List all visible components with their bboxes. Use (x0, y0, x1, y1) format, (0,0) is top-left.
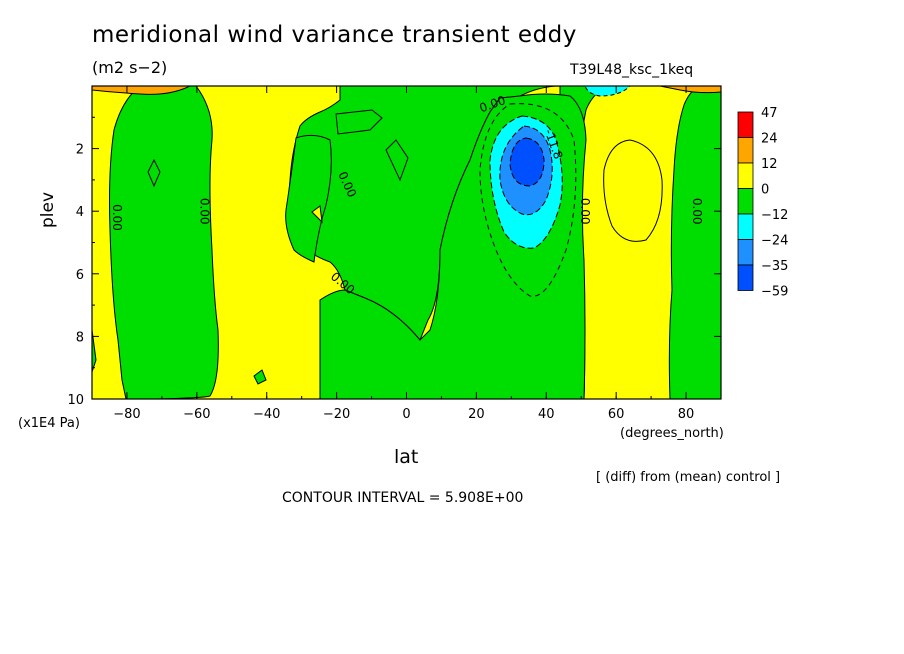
legend-label: −59 (761, 285, 788, 300)
plot-area (92, 86, 721, 399)
legend-label: −24 (761, 234, 788, 249)
contour-interval: CONTOUR INTERVAL = 5.908E+00 (282, 490, 524, 506)
legend-swatch (737, 264, 754, 291)
y-tick-label: 8 (76, 330, 84, 345)
legend-swatch (737, 239, 754, 266)
contour-positive-ring (603, 139, 663, 242)
legend-label: 24 (761, 132, 778, 147)
fill-negative-island-small-2 (385, 139, 409, 182)
x-tick-label: 20 (468, 407, 485, 422)
chart-title: meridional wind variance transient eddy (92, 22, 577, 48)
y-tick-label: 10 (67, 393, 84, 408)
contour-label: 0.00 (110, 204, 124, 231)
fill-negative-island-south (285, 134, 332, 263)
contour-label: 0.00 (578, 198, 592, 225)
x-axis-units: (degrees_north) (620, 426, 724, 441)
fill-positive-region-west (92, 86, 141, 399)
x-tick-label: 60 (608, 407, 625, 422)
contour-positive-small (147, 158, 161, 188)
fill-positive-island-small-1 (311, 205, 323, 224)
fill-cyan-top-anomaly (584, 86, 631, 97)
contour-label: 0.00 (690, 198, 704, 225)
x-tick-label: −80 (113, 407, 140, 422)
contour-label: 0.00 (197, 198, 211, 225)
y-tick-label: 4 (76, 205, 84, 220)
axes: −80 −60 −40 −20 0 20 40 60 80 2 4 6 8 10 (67, 86, 722, 422)
y-tick-label: 2 (76, 143, 84, 158)
y-axis-units: (x1E4 Pa) (18, 416, 80, 431)
x-tick-label: 40 (538, 407, 555, 422)
legend: 47 24 12 0 −12 −24 −35 −59 (737, 106, 788, 300)
legend-swatch (737, 162, 754, 189)
legend-swatch (737, 213, 754, 240)
x-tick-label: −20 (323, 407, 350, 422)
legend-swatch (737, 111, 754, 138)
fill-deepblue-anomaly (509, 137, 545, 187)
run-name: T39L48_ksc_1keq (570, 62, 694, 78)
fill-negative-island-small-1 (335, 109, 383, 135)
legend-label: −35 (761, 259, 788, 274)
chart-units: (m2 s−2) (92, 58, 168, 77)
legend-label: 47 (761, 106, 778, 121)
x-tick-label: −40 (253, 407, 280, 422)
fill-negative-island-small-3 (253, 369, 267, 385)
legend-swatch (737, 137, 754, 164)
fill-orange-band-west (92, 86, 191, 95)
legend-swatch (737, 188, 754, 215)
legend-label: 0 (761, 183, 769, 198)
x-tick-label: −60 (183, 407, 210, 422)
legend-label: −12 (761, 208, 788, 223)
x-tick-label: 80 (678, 407, 695, 422)
y-tick-label: 6 (76, 268, 84, 283)
legend-label: 12 (761, 157, 778, 172)
x-tick-label: 0 (402, 407, 410, 422)
x-axis-label: lat (394, 446, 419, 468)
diff-note: [ (diff) from (mean) control ] (596, 470, 781, 485)
